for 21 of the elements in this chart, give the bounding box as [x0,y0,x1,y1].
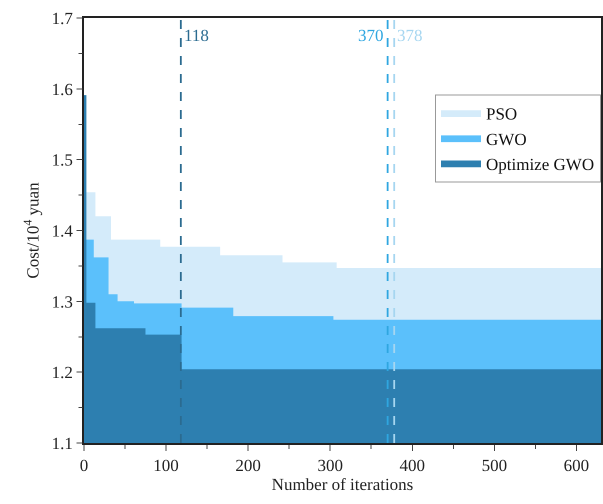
x-tick-label: 0 [80,456,88,476]
x-tick-label: 300 [317,456,343,476]
ref-line-label: 370 [358,26,384,45]
x-tick-label: 100 [153,456,179,476]
x-tick-label: 600 [564,456,590,476]
y-tick-label: 1.2 [52,363,73,382]
x-tick-label: 200 [235,456,261,476]
y-tick-label: 1.3 [52,292,73,312]
ref-line-label: 378 [397,26,422,45]
x-axis-title: Number of iterations [272,475,414,494]
x-tick-label: 400 [400,456,425,476]
ref-line-label: 118 [184,26,209,45]
x-tick-label: 500 [482,456,508,476]
y-tick-label: 1.5 [52,150,73,170]
legend-label: GWO [486,130,527,149]
y-tick-label: 1.6 [52,80,73,99]
legend-label: Optimize GWO [486,154,594,174]
legend-label: PSO [486,104,518,124]
y-tick-label: 1.4 [52,221,74,240]
y-tick-label: 1.7 [52,8,74,28]
y-tick-label: 1.1 [52,434,73,453]
